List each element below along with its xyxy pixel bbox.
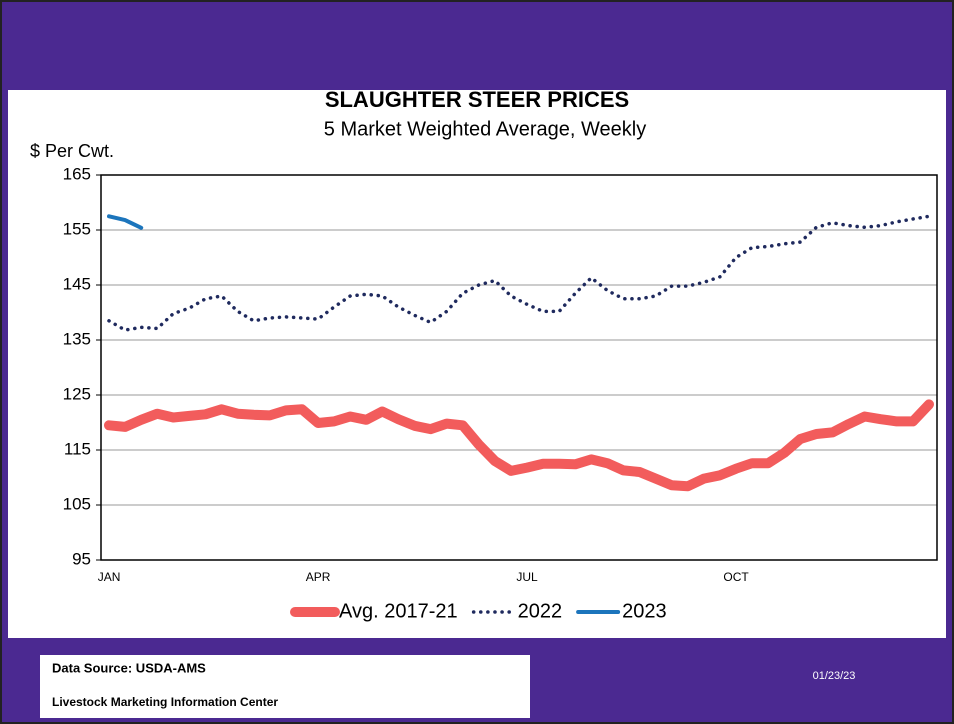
y-axis-label: $ Per Cwt. xyxy=(30,141,114,161)
legend-label: Avg. 2017-21 xyxy=(339,600,458,622)
y-tick-label: 155 xyxy=(63,219,91,238)
x-tick-label: JAN xyxy=(98,570,121,584)
x-tick-label: JUL xyxy=(516,570,538,584)
chart-subtitle: 5 Market Weighted Average, Weekly xyxy=(324,118,646,140)
x-tick-label: APR xyxy=(306,570,331,584)
plot-frame xyxy=(100,174,938,561)
y-tick-label: 105 xyxy=(63,494,91,513)
legend-label: 2022 xyxy=(518,600,563,622)
source-box xyxy=(40,655,530,718)
y-tick-label: 145 xyxy=(63,274,91,293)
chart-title: SLAUGHTER STEER PRICES xyxy=(325,87,629,112)
y-tick-label: 165 xyxy=(63,164,91,183)
content-area xyxy=(8,90,946,638)
series-line xyxy=(107,214,931,332)
org: Livestock Marketing Information Center xyxy=(52,695,278,709)
series-line xyxy=(104,399,934,492)
x-tick-label: OCT xyxy=(723,570,749,584)
y-tick-label: 115 xyxy=(64,439,91,458)
y-tick-label: 95 xyxy=(72,549,91,568)
legend-label: 2023 xyxy=(622,600,667,622)
y-tick-label: 125 xyxy=(63,384,91,403)
series-line xyxy=(107,214,144,230)
y-tick-label: 135 xyxy=(63,329,91,348)
source: Data Source: USDA-AMS xyxy=(52,660,206,675)
date: 01/23/23 xyxy=(813,670,856,682)
